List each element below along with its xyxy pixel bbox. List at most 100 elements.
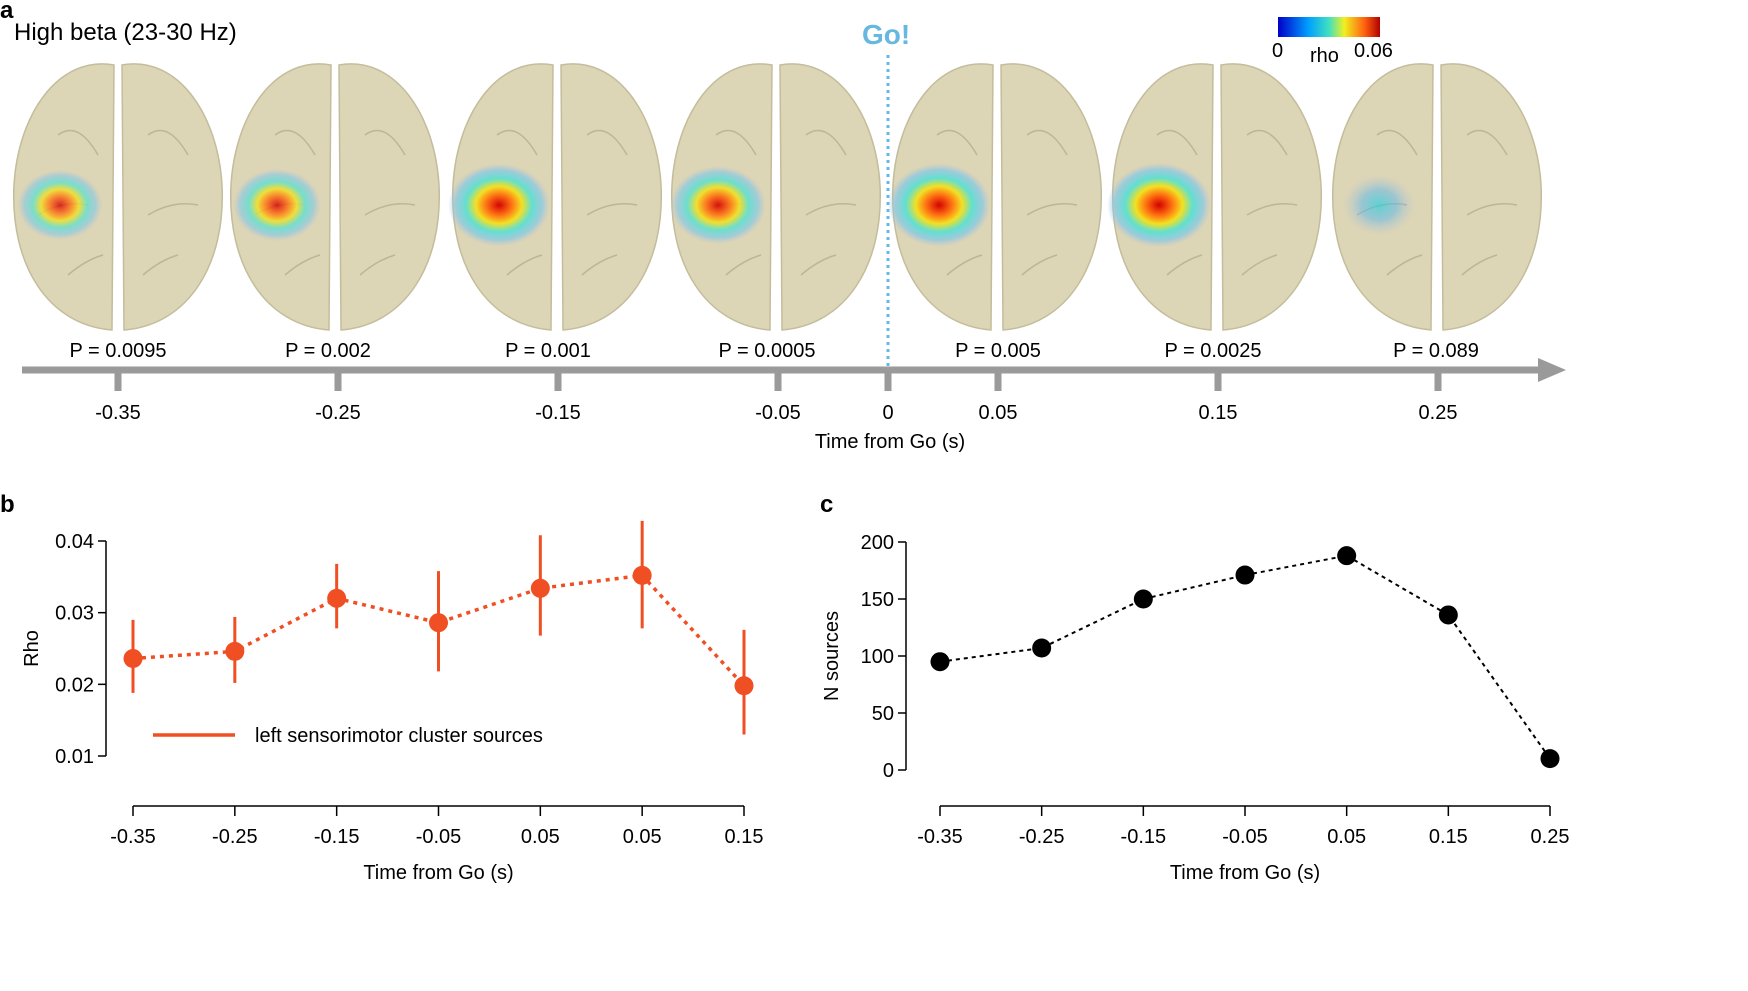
sulcus (1156, 129, 1198, 156)
x-tick-label: -0.05 (1222, 826, 1268, 848)
sulcus (805, 129, 847, 156)
activation-blob (17, 170, 103, 240)
activation-blob (670, 166, 766, 244)
timeline-tick-label: 0.05 (979, 402, 1018, 424)
x-tick-label: 0.15 (725, 826, 764, 848)
sulcus (364, 203, 416, 216)
timeline-axis: -0.35 -0.25 -0.15 -0.05 0 0.05 0.15 0.25 (22, 358, 1566, 424)
sulcus (581, 254, 618, 276)
sulcus (506, 254, 543, 276)
colorbar-max-label: 0.06 (1354, 40, 1393, 62)
p-value-label: P = 0.005 (955, 340, 1041, 362)
brain-map: P = 0.002 (230, 63, 440, 362)
sulcus (1466, 129, 1508, 156)
timeline-tick-label: -0.05 (755, 402, 801, 424)
sulcus (1166, 254, 1203, 276)
p-value-label: P = 0.0025 (1165, 340, 1262, 362)
sulcus (715, 129, 757, 156)
p-value-label: P = 0.001 (505, 340, 591, 362)
activation-blob (1343, 175, 1415, 235)
sulcus (946, 254, 983, 276)
x-tick-label: -0.15 (1121, 826, 1167, 848)
sulcus (805, 203, 857, 216)
sulcus (147, 203, 199, 216)
sulcus (1246, 203, 1298, 216)
timeline-arrowhead (1538, 358, 1566, 382)
sulcus (57, 129, 99, 156)
sulcus (142, 254, 179, 276)
data-point (734, 676, 754, 696)
timeline-tick-label: -0.15 (535, 402, 581, 424)
sulcus (1461, 254, 1498, 276)
sulcus (586, 203, 638, 216)
timeline-tick-label: -0.35 (95, 402, 141, 424)
sulcus (1246, 129, 1288, 156)
go-label: Go! (862, 19, 910, 50)
x-tick-label: 0.05 (1327, 826, 1366, 848)
x-tick-label: -0.25 (212, 826, 258, 848)
legend-label: left sensorimotor cluster sources (255, 725, 543, 747)
brain-map: P = 0.005 (887, 63, 1102, 362)
data-point (123, 649, 143, 669)
x-tick-label: -0.35 (917, 826, 963, 848)
panel-c-letter: c (820, 491, 833, 518)
x-tick-label: 0.25 (1531, 826, 1570, 848)
timeline-tick-label: 0.25 (1419, 402, 1458, 424)
data-point (429, 613, 448, 633)
sulcus (725, 254, 762, 276)
timeline-tick-label: 0.15 (1199, 402, 1238, 424)
right-hemisphere (1440, 63, 1542, 331)
x-axis-label: Time from Go (s) (363, 862, 513, 884)
sulcus (1026, 129, 1068, 156)
p-value-label: P = 0.0095 (70, 340, 167, 362)
right-hemisphere (779, 63, 881, 331)
sulcus (274, 129, 316, 156)
y-tick-label: 0.01 (55, 746, 94, 768)
y-axis-label: N sources (821, 611, 843, 701)
brain-map: P = 0.0005 (670, 63, 881, 362)
brain-map: P = 0.0025 (1107, 63, 1322, 362)
panel-b-letter: b (0, 491, 15, 518)
sulcus (1021, 254, 1058, 276)
data-point (530, 578, 550, 598)
sulcus (496, 129, 538, 156)
sulcus (1386, 254, 1423, 276)
data-point (930, 652, 950, 672)
x-tick-label: 0.05 (623, 826, 662, 848)
activation-blob (1107, 163, 1211, 247)
x-axis-label: Time from Go (s) (1170, 862, 1320, 884)
y-tick-label: 0.04 (55, 531, 94, 553)
sulcus (67, 254, 104, 276)
sulcus (1026, 203, 1078, 216)
y-tick-label: 50 (872, 703, 894, 725)
y-tick-label: 100 (861, 646, 894, 668)
sulcus (800, 254, 837, 276)
panel-a-letter: a (0, 0, 14, 24)
y-tick-label: 0.02 (55, 674, 94, 696)
data-point (1337, 546, 1357, 566)
series-line (939, 554, 1551, 760)
y-tick-label: 0 (883, 760, 894, 782)
y-tick-label: 200 (861, 532, 894, 554)
sulcus (147, 129, 189, 156)
brain-map: P = 0.001 (448, 63, 662, 362)
sulcus (359, 254, 396, 276)
x-tick-label: 0.15 (1429, 826, 1468, 848)
data-point (1032, 638, 1052, 658)
p-value-label: P = 0.089 (1393, 340, 1479, 362)
data-point (1133, 589, 1153, 609)
brain-map: P = 0.089 (1332, 63, 1542, 362)
y-tick-label: 150 (861, 589, 894, 611)
activation-blob (233, 169, 321, 241)
panel-a-title: High beta (23-30 Hz) (14, 19, 237, 46)
sulcus (364, 129, 406, 156)
timeline-tick-label: -0.25 (315, 402, 361, 424)
y-tick-label: 0.03 (55, 603, 94, 625)
right-hemisphere (338, 63, 440, 331)
colorbar-unit-label: rho (1310, 45, 1339, 67)
x-tick-label: -0.15 (314, 826, 360, 848)
timeline-tick-label: 0 (882, 402, 893, 424)
sulcus (1376, 129, 1418, 156)
brain-row: P = 0.0095 P = 0.002 P = 0.001 P = 0.0005 P … (13, 63, 1542, 362)
